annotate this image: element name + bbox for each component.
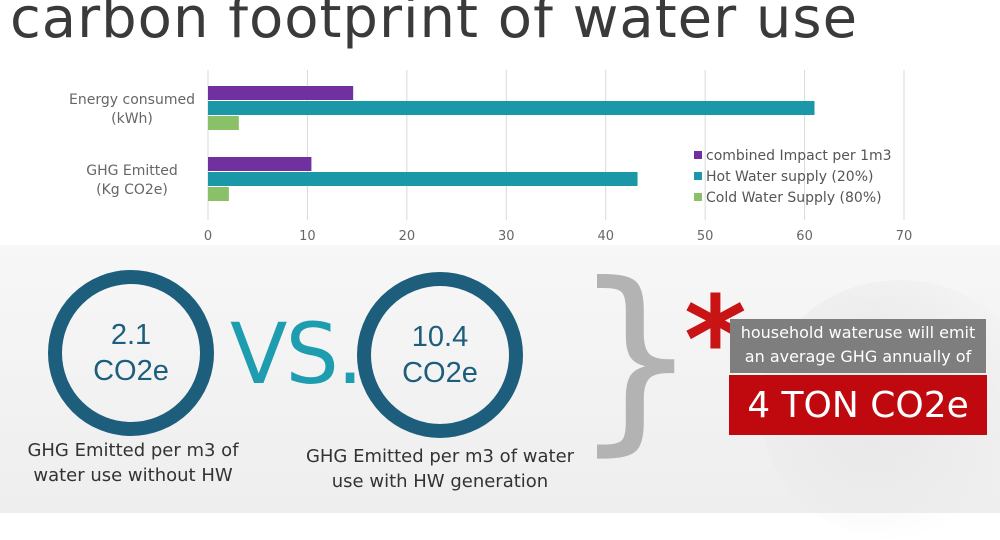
legend-label: Hot Water supply (20%): [706, 169, 873, 185]
category-label: (Kg CO2e): [96, 182, 168, 198]
comparison-unit-with-hw: CO2e: [402, 357, 478, 389]
category-label: (kWh): [111, 111, 153, 127]
right-brace: }: [572, 241, 700, 474]
legend-label: Cold Water Supply (80%): [706, 190, 882, 206]
category-label: Energy consumed: [69, 92, 195, 108]
category-label: GHG Emitted: [86, 163, 178, 179]
comparison-value-with-hw: 10.4: [411, 320, 469, 353]
legend-swatch: [694, 193, 702, 201]
bar: [208, 101, 815, 115]
bar: [208, 86, 354, 100]
caption-without-hw: GHG Emitted per m3 of water use without …: [27, 440, 239, 487]
x-tick-label: 30: [498, 229, 515, 244]
x-tick-label: 20: [399, 229, 416, 244]
comparison-unit-without-hw: CO2e: [93, 355, 169, 387]
legend-swatch: [694, 172, 702, 180]
x-tick-label: 60: [796, 229, 813, 244]
x-tick-label: 70: [896, 229, 913, 244]
bar: [208, 157, 312, 171]
x-tick-label: 0: [204, 229, 212, 244]
comparison-circle-with-hw: 10.4 CO2e: [357, 272, 523, 438]
bar: [208, 116, 239, 130]
x-tick-label: 50: [697, 229, 714, 244]
comparison-value-without-hw: 2.1: [110, 318, 152, 351]
page-title: carbon footprint of water use: [10, 0, 859, 51]
legend-swatch: [694, 151, 702, 159]
bar-chart: 0 10 20 30 40 50 60 70 Energy consumed (kWh) GHG E…: [69, 70, 913, 244]
bar: [208, 187, 229, 201]
vs-label: VS.: [230, 305, 363, 403]
comparison-circle-without-hw: 2.1 CO2e: [48, 270, 214, 436]
x-tick-label: 10: [299, 229, 316, 244]
legend-label: combined Impact per 1m3: [706, 148, 892, 164]
caption-with-hw: GHG Emitted per m3 of water use with HW …: [305, 446, 575, 493]
x-tick-label: 40: [597, 229, 614, 244]
annual-note: household wateruse will emit an average …: [730, 319, 986, 373]
annual-total-badge: 4 TON CO2e: [729, 375, 987, 435]
annual-note-line-2: an average GHG annually of: [744, 347, 972, 366]
bar: [208, 172, 638, 186]
annual-note-line-1: household wateruse will emit: [740, 323, 976, 342]
